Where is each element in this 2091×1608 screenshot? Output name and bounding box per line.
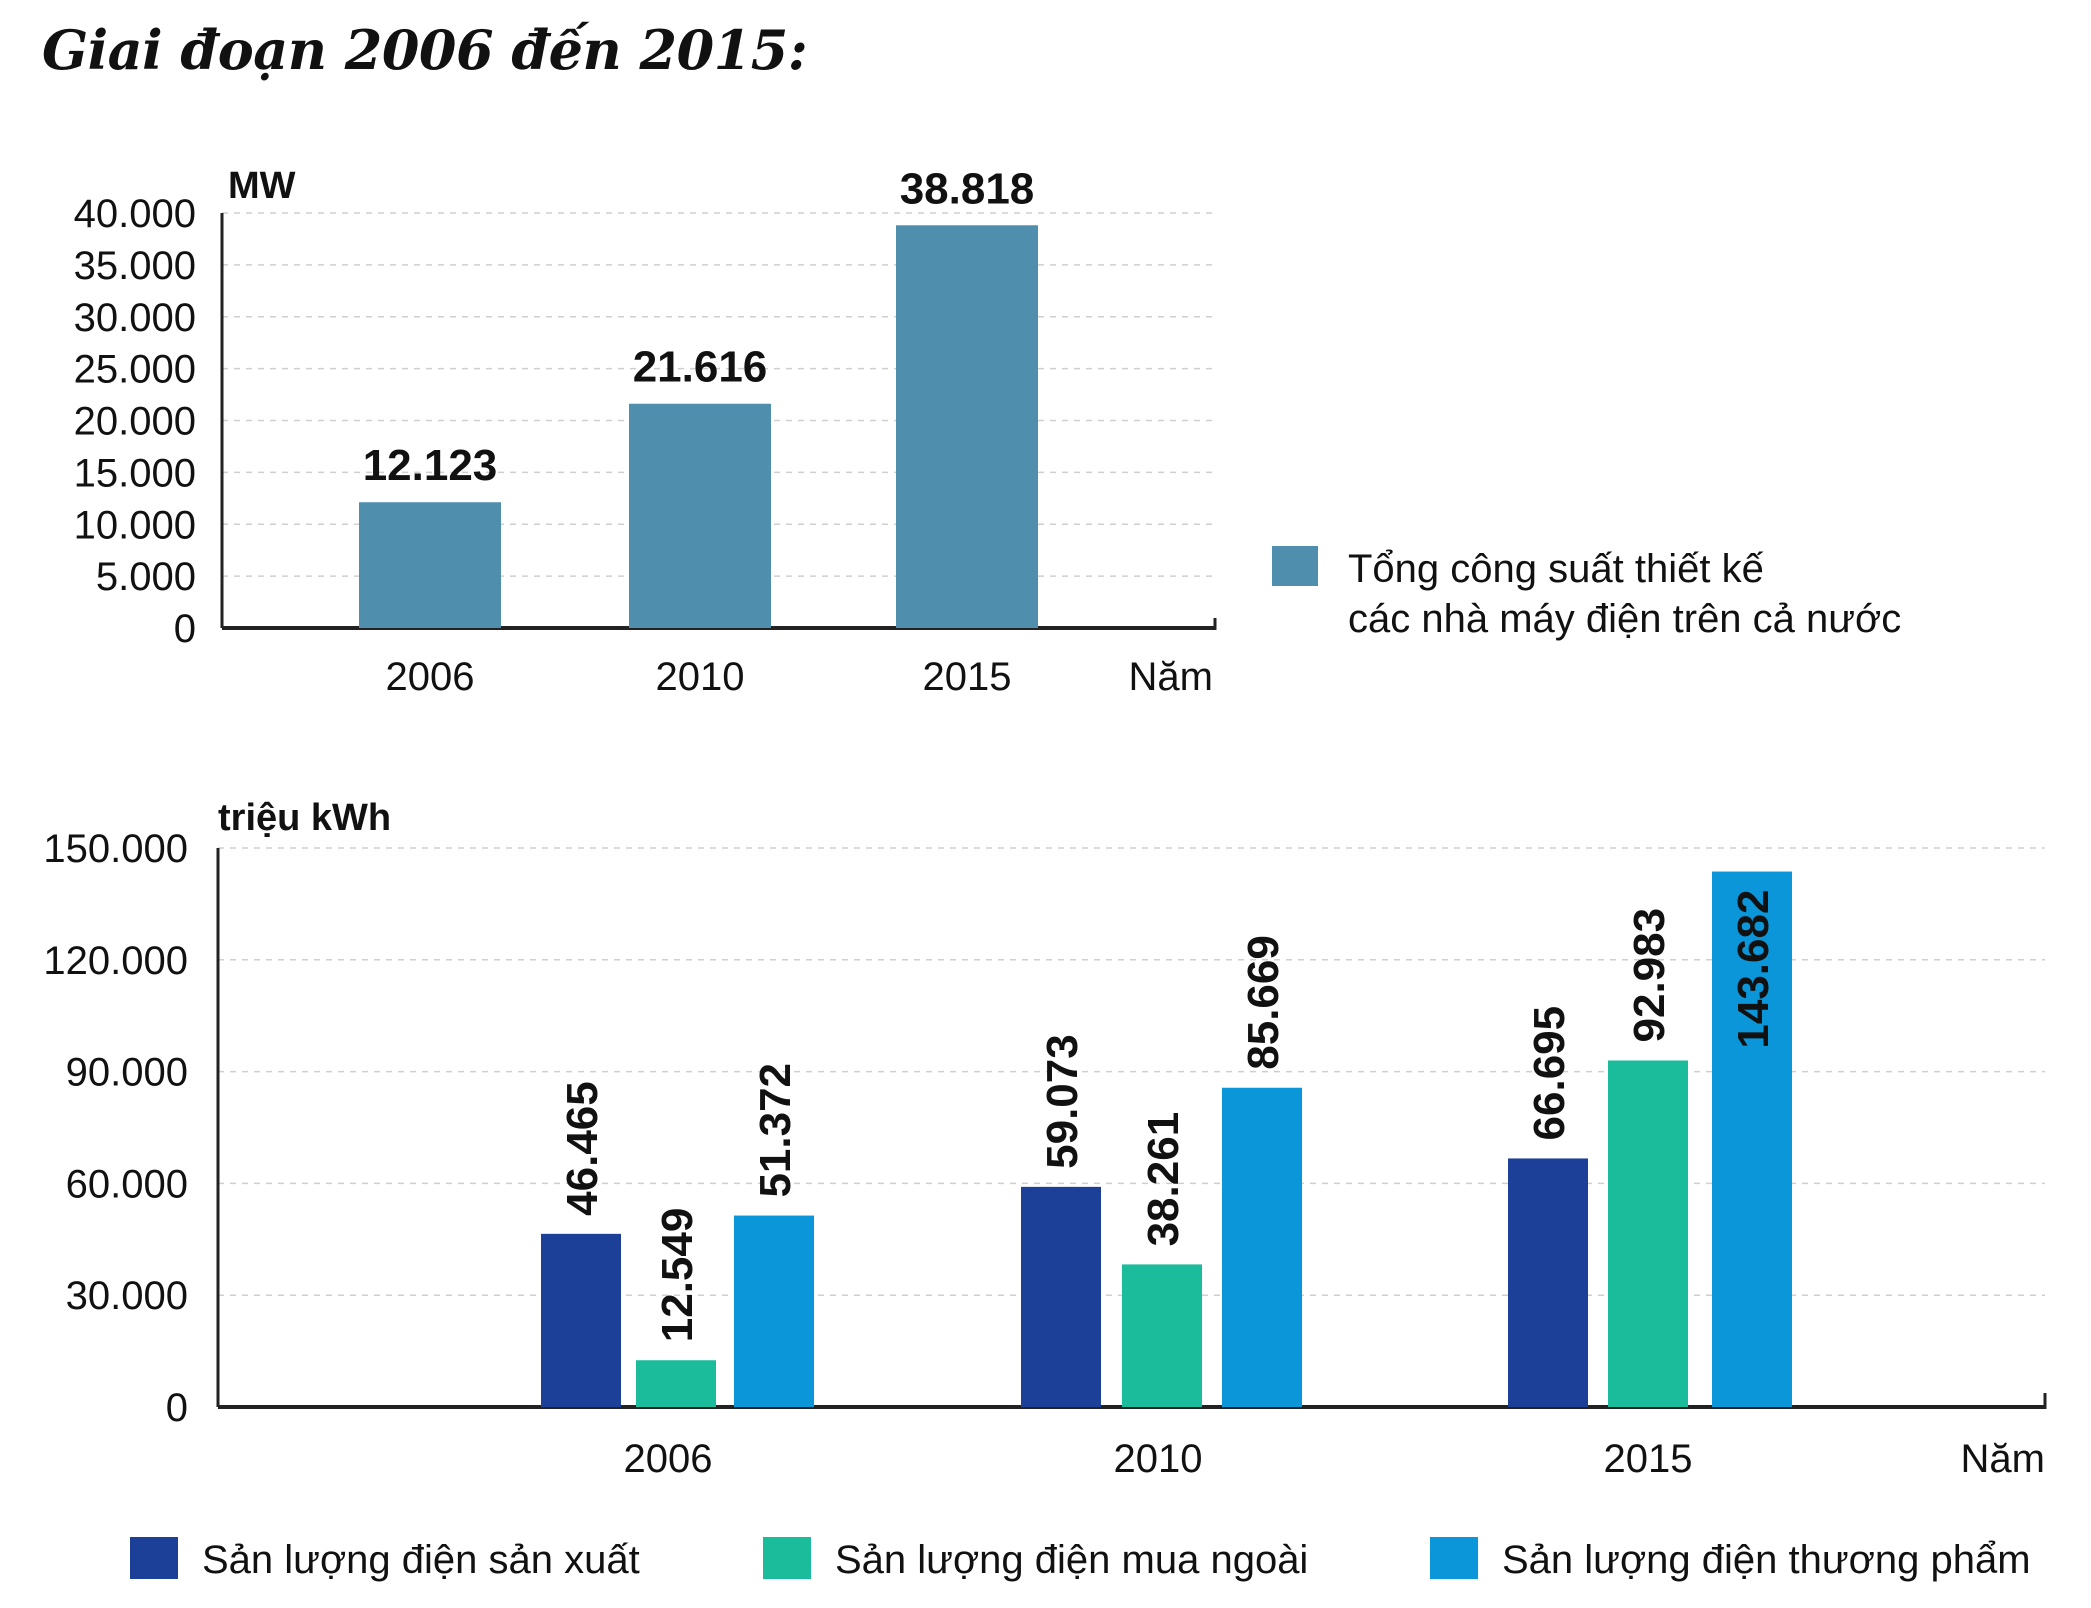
legend-line-2: các nhà máy điện trên cả nước [1348,597,1901,641]
x-axis-label: Năm [1129,655,1213,699]
y-tick-label: 150.000 [43,827,188,871]
bar-2006-series-1 [541,1233,621,1407]
legend-line-1: Tổng công suất thiết kế [1348,547,1764,591]
bar-2015-series-2 [1608,1060,1688,1407]
data-label-2010-series-3: 85.669 [1239,935,1288,1070]
x-tick-label-2010: 2010 [1114,1437,1203,1481]
x-tick-label-2006: 2006 [624,1437,713,1481]
y-tick-label: 5.000 [96,555,196,599]
x-tick-label-2015: 2015 [1604,1437,1693,1481]
bar-2010 [629,403,771,628]
y-tick-label: 40.000 [74,192,196,236]
legend-label-series-3: Sản lượng điện thương phẩm [1502,1538,2031,1582]
x-tick-label-2010: 2010 [656,655,745,699]
data-label-2015-series-2: 92.983 [1625,908,1674,1043]
data-label-2006-series-2: 12.549 [653,1208,702,1343]
y-axis-unit: triệu kWh [218,797,391,839]
legend-swatch-series-2 [763,1537,811,1579]
legend-label-series-1: Sản lượng điện sản xuất [202,1538,640,1582]
data-label-2015-series-1: 66.695 [1525,1006,1574,1141]
bar-2010-series-3 [1222,1087,1302,1407]
legend-swatch-series-1 [130,1537,178,1579]
legend-label-series-2: Sản lượng điện mua ngoài [835,1538,1308,1582]
y-tick-label: 90.000 [66,1051,188,1095]
bar-2006 [359,502,501,628]
bar-2006-series-3 [734,1215,814,1407]
bar-2010-series-1 [1021,1186,1101,1407]
bar-2015 [896,225,1038,628]
data-label-2006-series-3: 51.372 [751,1063,800,1198]
y-tick-label: 0 [166,1386,188,1430]
y-tick-label: 60.000 [66,1162,188,1206]
data-label-2010-series-2: 38.261 [1139,1112,1188,1247]
data-label-2015: 38.818 [900,164,1035,213]
y-tick-label: 30.000 [66,1274,188,1318]
y-tick-label: 35.000 [74,244,196,288]
y-tick-label: 20.000 [74,400,196,444]
page-title: Giai đoạn 2006 đến 2015: [42,18,808,82]
data-label-2006: 12.123 [363,441,498,490]
legend-swatch-series-3 [1430,1537,1478,1579]
data-label-2010-series-1: 59.073 [1038,1034,1087,1169]
data-label-2010: 21.616 [633,343,768,392]
legend-swatch [1272,546,1318,586]
y-tick-label: 25.000 [74,348,196,392]
bar-2006-series-2 [636,1360,716,1407]
bar-2010-series-2 [1122,1264,1202,1407]
data-label-2006-series-1: 46.465 [558,1081,607,1216]
bar-2015-series-3 [1712,871,1792,1407]
y-tick-label: 15.000 [74,451,196,495]
y-tick-label: 10.000 [74,503,196,547]
y-tick-label: 120.000 [43,939,188,983]
y-tick-label: 30.000 [74,296,196,340]
x-tick-label-2015: 2015 [923,655,1012,699]
y-tick-label: 0 [174,607,196,651]
y-axis-unit: MW [228,165,296,207]
bar-2015-series-1 [1508,1158,1588,1407]
x-tick-label-2006: 2006 [386,655,475,699]
x-axis-label: Năm [1961,1437,2045,1481]
data-label-2015-series-3: 143.682 [1729,890,1778,1049]
